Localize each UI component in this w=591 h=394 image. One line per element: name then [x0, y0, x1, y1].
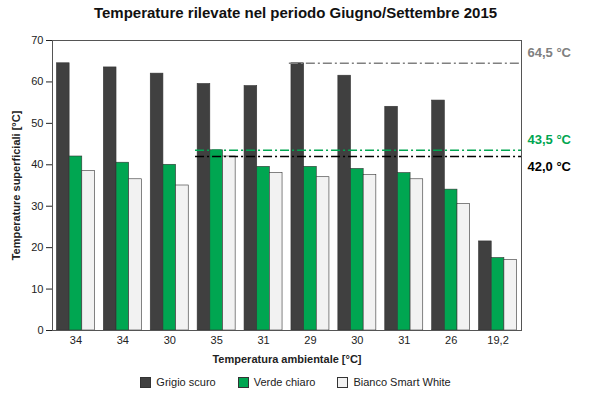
svg-text:64,5 °C: 64,5 °C	[528, 45, 572, 60]
html-text:Bianco Smart White: Bianco Smart White	[353, 375, 451, 388]
svg-text:60: 60	[31, 75, 43, 87]
html-text:Grigio scuro: Grigio scuro	[156, 375, 216, 388]
svg-text:31: 31	[257, 334, 269, 346]
html-text:Temperature rilevate nel perio: Temperature rilevate nel periodo Giugno/…	[93, 4, 498, 21]
svg-text:42,0 °C: 42,0 °C	[528, 159, 572, 174]
svg-text:34: 34	[70, 334, 82, 346]
svg-text:29: 29	[304, 334, 316, 346]
svg-text:34: 34	[117, 334, 129, 346]
svg-text:Temperature superficiali [°C]: Temperature superficiali [°C]	[10, 110, 22, 260]
svg-text:26: 26	[445, 334, 457, 346]
svg-text:Temperatura ambientale [°C]: Temperatura ambientale [°C]	[212, 353, 361, 365]
svg-text:43,5 °C: 43,5 °C	[528, 132, 572, 147]
svg-text:30: 30	[164, 334, 176, 346]
svg-text:40: 40	[31, 158, 43, 170]
svg-text:35: 35	[211, 334, 223, 346]
svg-text:20: 20	[31, 241, 43, 253]
svg-text:50: 50	[31, 117, 43, 129]
svg-text:70: 70	[31, 34, 43, 46]
html-text:Verde chiaro: Verde chiaro	[253, 375, 316, 388]
svg-text:31: 31	[398, 334, 410, 346]
svg-text:30: 30	[351, 334, 363, 346]
svg-text:10: 10	[31, 283, 43, 295]
svg-text:0: 0	[37, 324, 43, 336]
svg-text:19,2: 19,2	[487, 334, 508, 346]
svg-text:30: 30	[31, 200, 43, 212]
